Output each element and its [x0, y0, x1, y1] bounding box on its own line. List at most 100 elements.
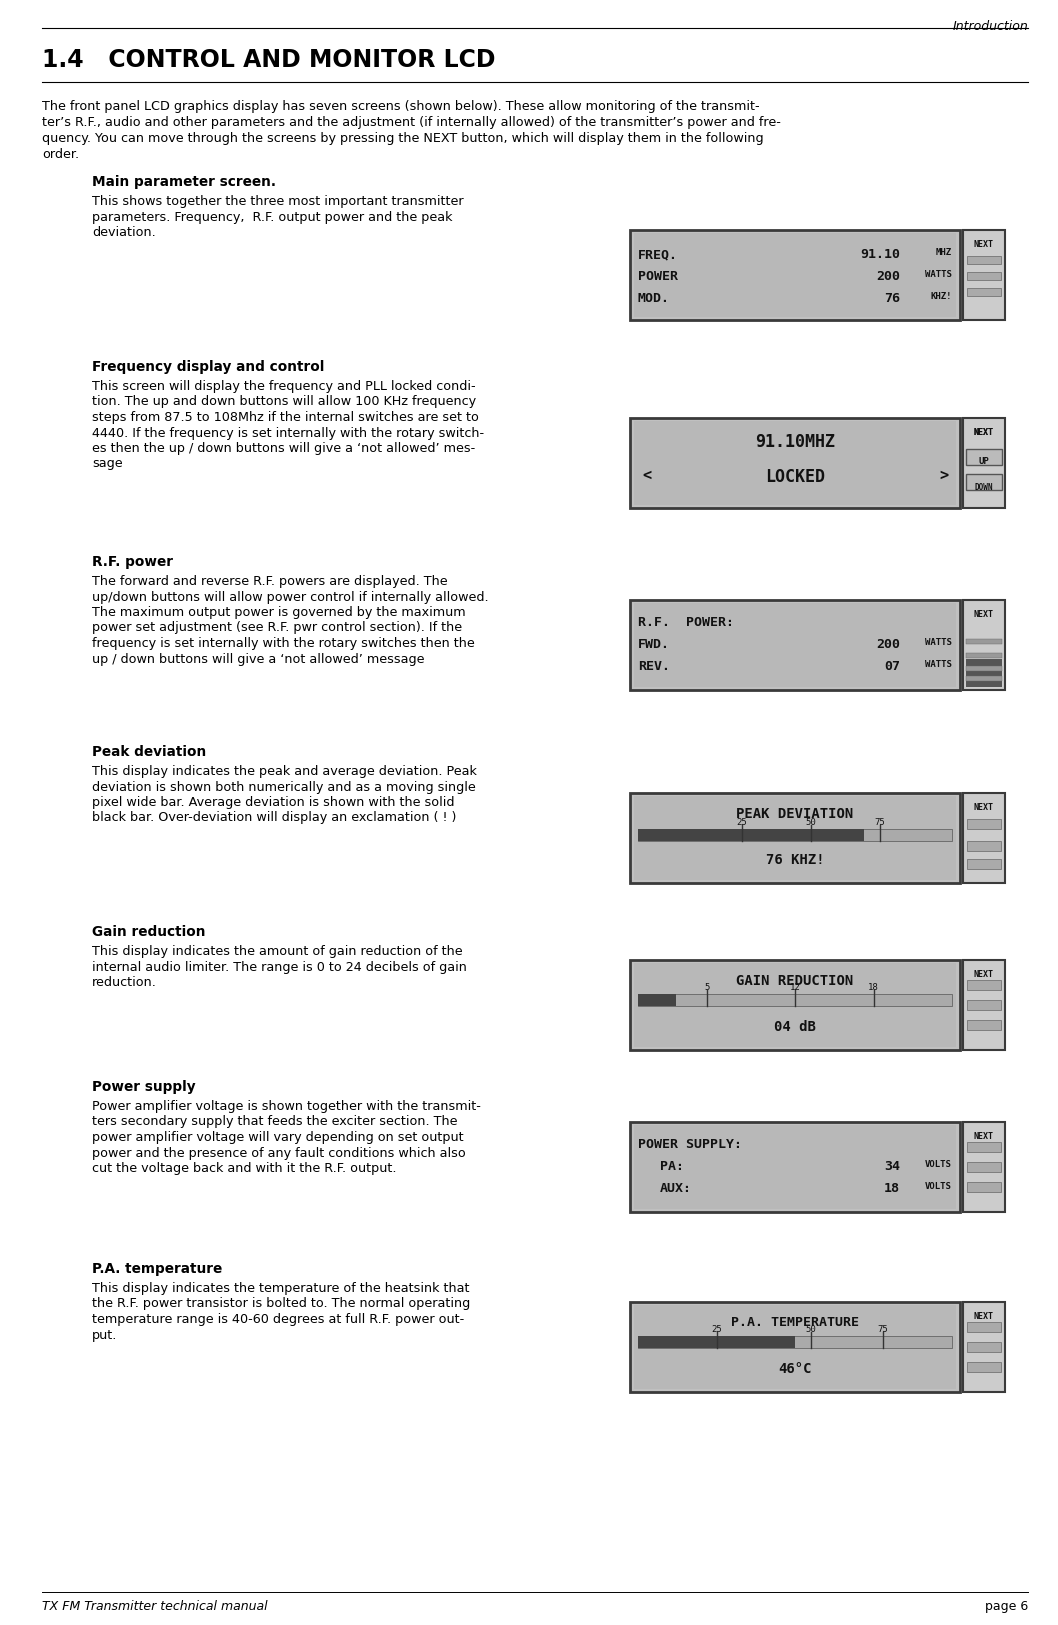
Bar [963, 793, 1005, 882]
Text: deviation.: deviation. [92, 226, 156, 239]
Text: cut the voltage back and with it the R.F. output.: cut the voltage back and with it the R.F… [92, 1162, 397, 1175]
Text: 4440. If the frequency is set internally with the rotary switch-: 4440. If the frequency is set internally… [92, 426, 485, 439]
Text: 91.10MHZ: 91.10MHZ [755, 432, 835, 452]
Bar [630, 600, 960, 691]
Text: 5: 5 [705, 983, 710, 991]
Bar [967, 1362, 1001, 1372]
Text: 200: 200 [876, 270, 900, 283]
Bar [966, 639, 1002, 644]
Text: 76: 76 [884, 292, 900, 306]
Text: P.A. TEMPERATURE: P.A. TEMPERATURE [731, 1316, 859, 1329]
Bar [634, 1305, 956, 1389]
Bar [963, 600, 1005, 691]
Text: FREQ.: FREQ. [638, 249, 678, 262]
Text: 75: 75 [877, 1324, 889, 1334]
Bar [967, 999, 1001, 1011]
Text: 04 dB: 04 dB [774, 1020, 816, 1034]
Bar [634, 603, 956, 687]
Text: sage: sage [92, 458, 123, 471]
Text: 34: 34 [884, 1160, 900, 1173]
Text: page 6: page 6 [985, 1601, 1028, 1614]
Text: NEXT: NEXT [974, 1133, 995, 1141]
Bar [967, 288, 1001, 296]
Text: LOCKED: LOCKED [765, 468, 825, 486]
Text: This display indicates the peak and average deviation. Peak: This display indicates the peak and aver… [92, 765, 477, 778]
Bar [638, 829, 952, 842]
Text: 76 KHZ!: 76 KHZ! [766, 853, 824, 868]
Text: R.F.  POWER:: R.F. POWER: [638, 616, 734, 629]
Text: reduction.: reduction. [92, 977, 157, 990]
Text: TX FM Transmitter technical manual: TX FM Transmitter technical manual [42, 1601, 268, 1614]
Text: GAIN REDUCTION: GAIN REDUCTION [736, 973, 854, 988]
Text: power set adjustment (see R.F. pwr control section). If the: power set adjustment (see R.F. pwr contr… [92, 621, 462, 634]
Text: power amplifier voltage will vary depending on set output: power amplifier voltage will vary depend… [92, 1131, 463, 1144]
Text: temperature range is 40-60 degrees at full R.F. power out-: temperature range is 40-60 degrees at fu… [92, 1313, 464, 1326]
Bar [966, 676, 1002, 681]
Bar [630, 418, 960, 509]
Text: Peak deviation: Peak deviation [92, 744, 206, 759]
Text: Introduction: Introduction [952, 20, 1028, 32]
Text: R.F. power: R.F. power [92, 556, 174, 569]
Text: put.: put. [92, 1329, 117, 1342]
Text: NEXT: NEXT [974, 1311, 995, 1321]
Text: The maximum output power is governed by the maximum: The maximum output power is governed by … [92, 606, 466, 619]
Bar [634, 964, 956, 1046]
Bar [963, 1121, 1005, 1212]
Text: WATTS: WATTS [925, 270, 952, 279]
Bar [634, 796, 956, 881]
Bar [967, 980, 1001, 990]
Text: 1.4   CONTROL AND MONITOR LCD: 1.4 CONTROL AND MONITOR LCD [42, 49, 495, 72]
Text: KHZ!: KHZ! [930, 292, 952, 301]
Bar [967, 271, 1001, 279]
Text: power and the presence of any fault conditions which also: power and the presence of any fault cond… [92, 1147, 466, 1160]
Text: NEXT: NEXT [974, 970, 995, 978]
Text: tion. The up and down buttons will allow 100 KHz frequency: tion. The up and down buttons will allow… [92, 395, 476, 408]
Text: MOD.: MOD. [638, 292, 670, 306]
Text: POWER SUPPLY:: POWER SUPPLY: [638, 1138, 742, 1150]
Bar [638, 1336, 952, 1349]
Bar [966, 653, 1002, 658]
Text: up/down buttons will allow power control if internally allowed.: up/down buttons will allow power control… [92, 590, 489, 603]
Bar [967, 860, 1001, 869]
Text: order.: order. [42, 148, 79, 161]
Text: PA:: PA: [660, 1160, 685, 1173]
Text: The forward and reverse R.F. powers are displayed. The: The forward and reverse R.F. powers are … [92, 575, 448, 588]
Bar [966, 666, 1002, 671]
Text: NEXT: NEXT [974, 803, 995, 812]
Text: Power amplifier voltage is shown together with the transmit-: Power amplifier voltage is shown togethe… [92, 1100, 481, 1113]
Text: 12: 12 [789, 983, 800, 991]
Bar [630, 1302, 960, 1393]
Text: P.A. temperature: P.A. temperature [92, 1263, 222, 1276]
Bar [966, 449, 1002, 465]
Bar [967, 1020, 1001, 1030]
Text: REV.: REV. [638, 660, 670, 673]
Text: Main parameter screen.: Main parameter screen. [92, 176, 276, 188]
Bar [963, 231, 1005, 320]
Text: DOWN: DOWN [974, 483, 993, 492]
Text: This screen will display the frequency and PLL locked condi-: This screen will display the frequency a… [92, 380, 476, 393]
Text: POWER: POWER [638, 270, 678, 283]
Text: up / down buttons will give a ‘not allowed’ message: up / down buttons will give a ‘not allow… [92, 653, 424, 666]
Bar [634, 1124, 956, 1209]
Bar [967, 842, 1001, 852]
Text: internal audio limiter. The range is 0 to 24 decibels of gain: internal audio limiter. The range is 0 t… [92, 960, 467, 973]
Bar [963, 418, 1005, 509]
Text: 25: 25 [711, 1324, 722, 1334]
Text: UP: UP [979, 457, 989, 466]
Text: <: < [642, 468, 651, 483]
Text: MHZ: MHZ [936, 249, 952, 257]
Text: parameters. Frequency,  R.F. output power and the peak: parameters. Frequency, R.F. output power… [92, 211, 453, 224]
Text: This shows together the three most important transmitter: This shows together the three most impor… [92, 195, 463, 208]
Text: 18: 18 [869, 983, 879, 991]
Text: This display indicates the temperature of the heatsink that: This display indicates the temperature o… [92, 1282, 470, 1295]
Bar [638, 994, 952, 1006]
Text: WATTS: WATTS [925, 660, 952, 669]
Text: steps from 87.5 to 108Mhz if the internal switches are set to: steps from 87.5 to 108Mhz if the interna… [92, 411, 479, 424]
Bar [966, 660, 1002, 687]
Text: This display indicates the amount of gain reduction of the: This display indicates the amount of gai… [92, 946, 462, 959]
Text: PEAK DEVIATION: PEAK DEVIATION [736, 808, 854, 821]
Bar [634, 232, 956, 317]
Bar [967, 1342, 1001, 1352]
Bar [638, 829, 864, 842]
Bar [630, 960, 960, 1050]
